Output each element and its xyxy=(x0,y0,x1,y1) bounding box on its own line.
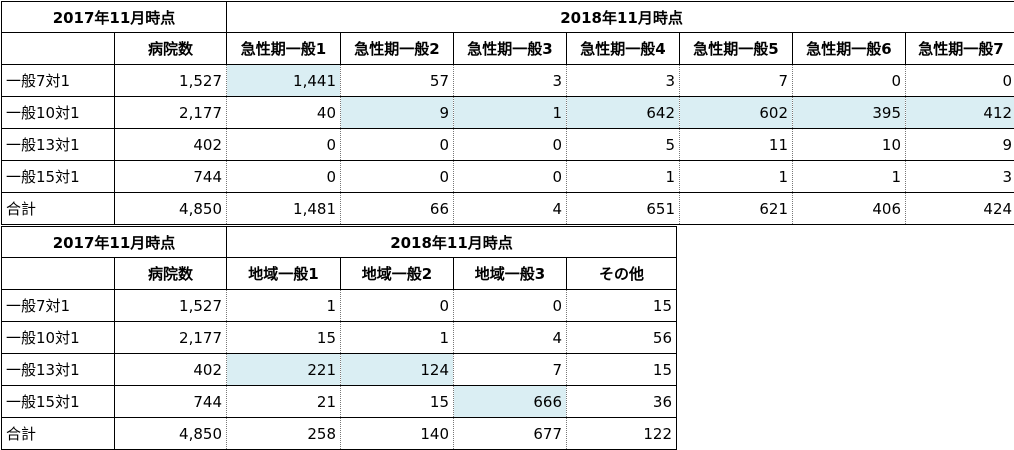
cell: 5 xyxy=(567,129,680,161)
cell: 221 xyxy=(227,354,341,386)
cell: 15 xyxy=(227,322,341,354)
table-row: 一般13対1 402 0 0 0 5 11 10 9 xyxy=(2,129,1014,161)
cell: 3 xyxy=(454,65,567,97)
col-acute-4: 急性期一般4 xyxy=(567,33,680,65)
cell: 1 xyxy=(793,161,906,193)
row-label: 一般15対1 xyxy=(2,386,115,418)
col-acute-6: 急性期一般6 xyxy=(793,33,906,65)
cell: 0 xyxy=(454,290,567,322)
cell: 0 xyxy=(341,161,454,193)
cell: 1 xyxy=(454,97,567,129)
table-row: 一般7対1 1,527 1,441 57 3 3 7 0 0 xyxy=(2,65,1014,97)
col-acute-5: 急性期一般5 xyxy=(680,33,793,65)
col-acute-1: 急性期一般1 xyxy=(227,33,341,65)
cell: 4 xyxy=(454,193,567,225)
header-2017: 2017年11月時点 xyxy=(2,227,227,258)
cell: 56 xyxy=(567,322,677,354)
cell: 0 xyxy=(906,65,1014,97)
row-label: 一般7対1 xyxy=(2,290,115,322)
hospital-count: 4,850 xyxy=(115,193,227,225)
cell: 11 xyxy=(680,129,793,161)
cell: 666 xyxy=(454,386,567,418)
col-acute-3: 急性期一般3 xyxy=(454,33,567,65)
cell: 0 xyxy=(341,129,454,161)
table-row: 一般10対1 2,177 15 1 4 56 xyxy=(2,322,677,354)
cell: 15 xyxy=(341,386,454,418)
row-label: 一般10対1 xyxy=(2,97,115,129)
cell: 1 xyxy=(567,161,680,193)
hospital-count: 2,177 xyxy=(115,322,227,354)
row-label: 一般13対1 xyxy=(2,354,115,386)
cell: 36 xyxy=(567,386,677,418)
table-row: 一般15対1 744 21 15 666 36 xyxy=(2,386,677,418)
col-hospitals: 病院数 xyxy=(115,258,227,290)
cell: 7 xyxy=(454,354,567,386)
cell: 10 xyxy=(793,129,906,161)
cell: 7 xyxy=(680,65,793,97)
cell: 66 xyxy=(341,193,454,225)
col-acute-2: 急性期一般2 xyxy=(341,33,454,65)
row-label: 一般15対1 xyxy=(2,161,115,193)
cell: 15 xyxy=(567,290,677,322)
cell: 9 xyxy=(341,97,454,129)
cell: 0 xyxy=(227,129,341,161)
hospital-count: 2,177 xyxy=(115,97,227,129)
col-hospitals: 病院数 xyxy=(115,33,227,65)
col-other: その他 xyxy=(567,258,677,290)
cell: 0 xyxy=(341,290,454,322)
header-2018: 2018年11月時点 xyxy=(227,2,1014,33)
cell: 424 xyxy=(906,193,1014,225)
cell: 0 xyxy=(454,161,567,193)
row-label: 一般7対1 xyxy=(2,65,115,97)
cell: 9 xyxy=(906,129,1014,161)
cell: 406 xyxy=(793,193,906,225)
cell: 1,441 xyxy=(227,65,341,97)
table-row: 一般15対1 744 0 0 0 1 1 1 3 xyxy=(2,161,1014,193)
cell: 21 xyxy=(227,386,341,418)
header-2018: 2018年11月時点 xyxy=(227,227,677,258)
table-row: 一般7対1 1,527 1 0 0 15 xyxy=(2,290,677,322)
hospital-count: 1,527 xyxy=(115,65,227,97)
row-label: 一般10対1 xyxy=(2,322,115,354)
empty-corner xyxy=(2,33,115,65)
cell: 395 xyxy=(793,97,906,129)
cell: 651 xyxy=(567,193,680,225)
col-acute-7: 急性期一般7 xyxy=(906,33,1014,65)
acute-care-transition-table: 2017年11月時点 2018年11月時点 病院数 急性期一般1 急性期一般2 … xyxy=(1,1,1014,225)
cell: 40 xyxy=(227,97,341,129)
cell: 1 xyxy=(341,322,454,354)
table-row: 一般10対1 2,177 40 9 1 642 602 395 412 xyxy=(2,97,1014,129)
total-row: 合計 4,850 1,481 66 4 651 621 406 424 xyxy=(2,193,1014,225)
hospital-count: 744 xyxy=(115,386,227,418)
col-community-1: 地域一般1 xyxy=(227,258,341,290)
empty-corner xyxy=(2,258,115,290)
table-row: 一般13対1 402 221 124 7 15 xyxy=(2,354,677,386)
cell: 1 xyxy=(227,290,341,322)
hospital-count: 402 xyxy=(115,129,227,161)
cell: 1,481 xyxy=(227,193,341,225)
cell: 3 xyxy=(906,161,1014,193)
row-label: 一般13対1 xyxy=(2,129,115,161)
header-2017: 2017年11月時点 xyxy=(2,2,227,33)
community-care-transition-table: 2017年11月時点 2018年11月時点 病院数 地域一般1 地域一般2 地域… xyxy=(1,226,677,450)
row-label: 合計 xyxy=(2,193,115,225)
cell: 602 xyxy=(680,97,793,129)
hospital-count: 402 xyxy=(115,354,227,386)
cell: 124 xyxy=(341,354,454,386)
cell: 1 xyxy=(680,161,793,193)
cell: 0 xyxy=(793,65,906,97)
hospital-count: 744 xyxy=(115,161,227,193)
cell: 621 xyxy=(680,193,793,225)
cell: 4 xyxy=(454,322,567,354)
hospital-count: 1,527 xyxy=(115,290,227,322)
col-community-3: 地域一般3 xyxy=(454,258,567,290)
cell: 15 xyxy=(567,354,677,386)
cell: 57 xyxy=(341,65,454,97)
cell: 412 xyxy=(906,97,1014,129)
cell: 3 xyxy=(567,65,680,97)
cell: 642 xyxy=(567,97,680,129)
col-community-2: 地域一般2 xyxy=(341,258,454,290)
cell: 0 xyxy=(227,161,341,193)
cell: 0 xyxy=(454,129,567,161)
